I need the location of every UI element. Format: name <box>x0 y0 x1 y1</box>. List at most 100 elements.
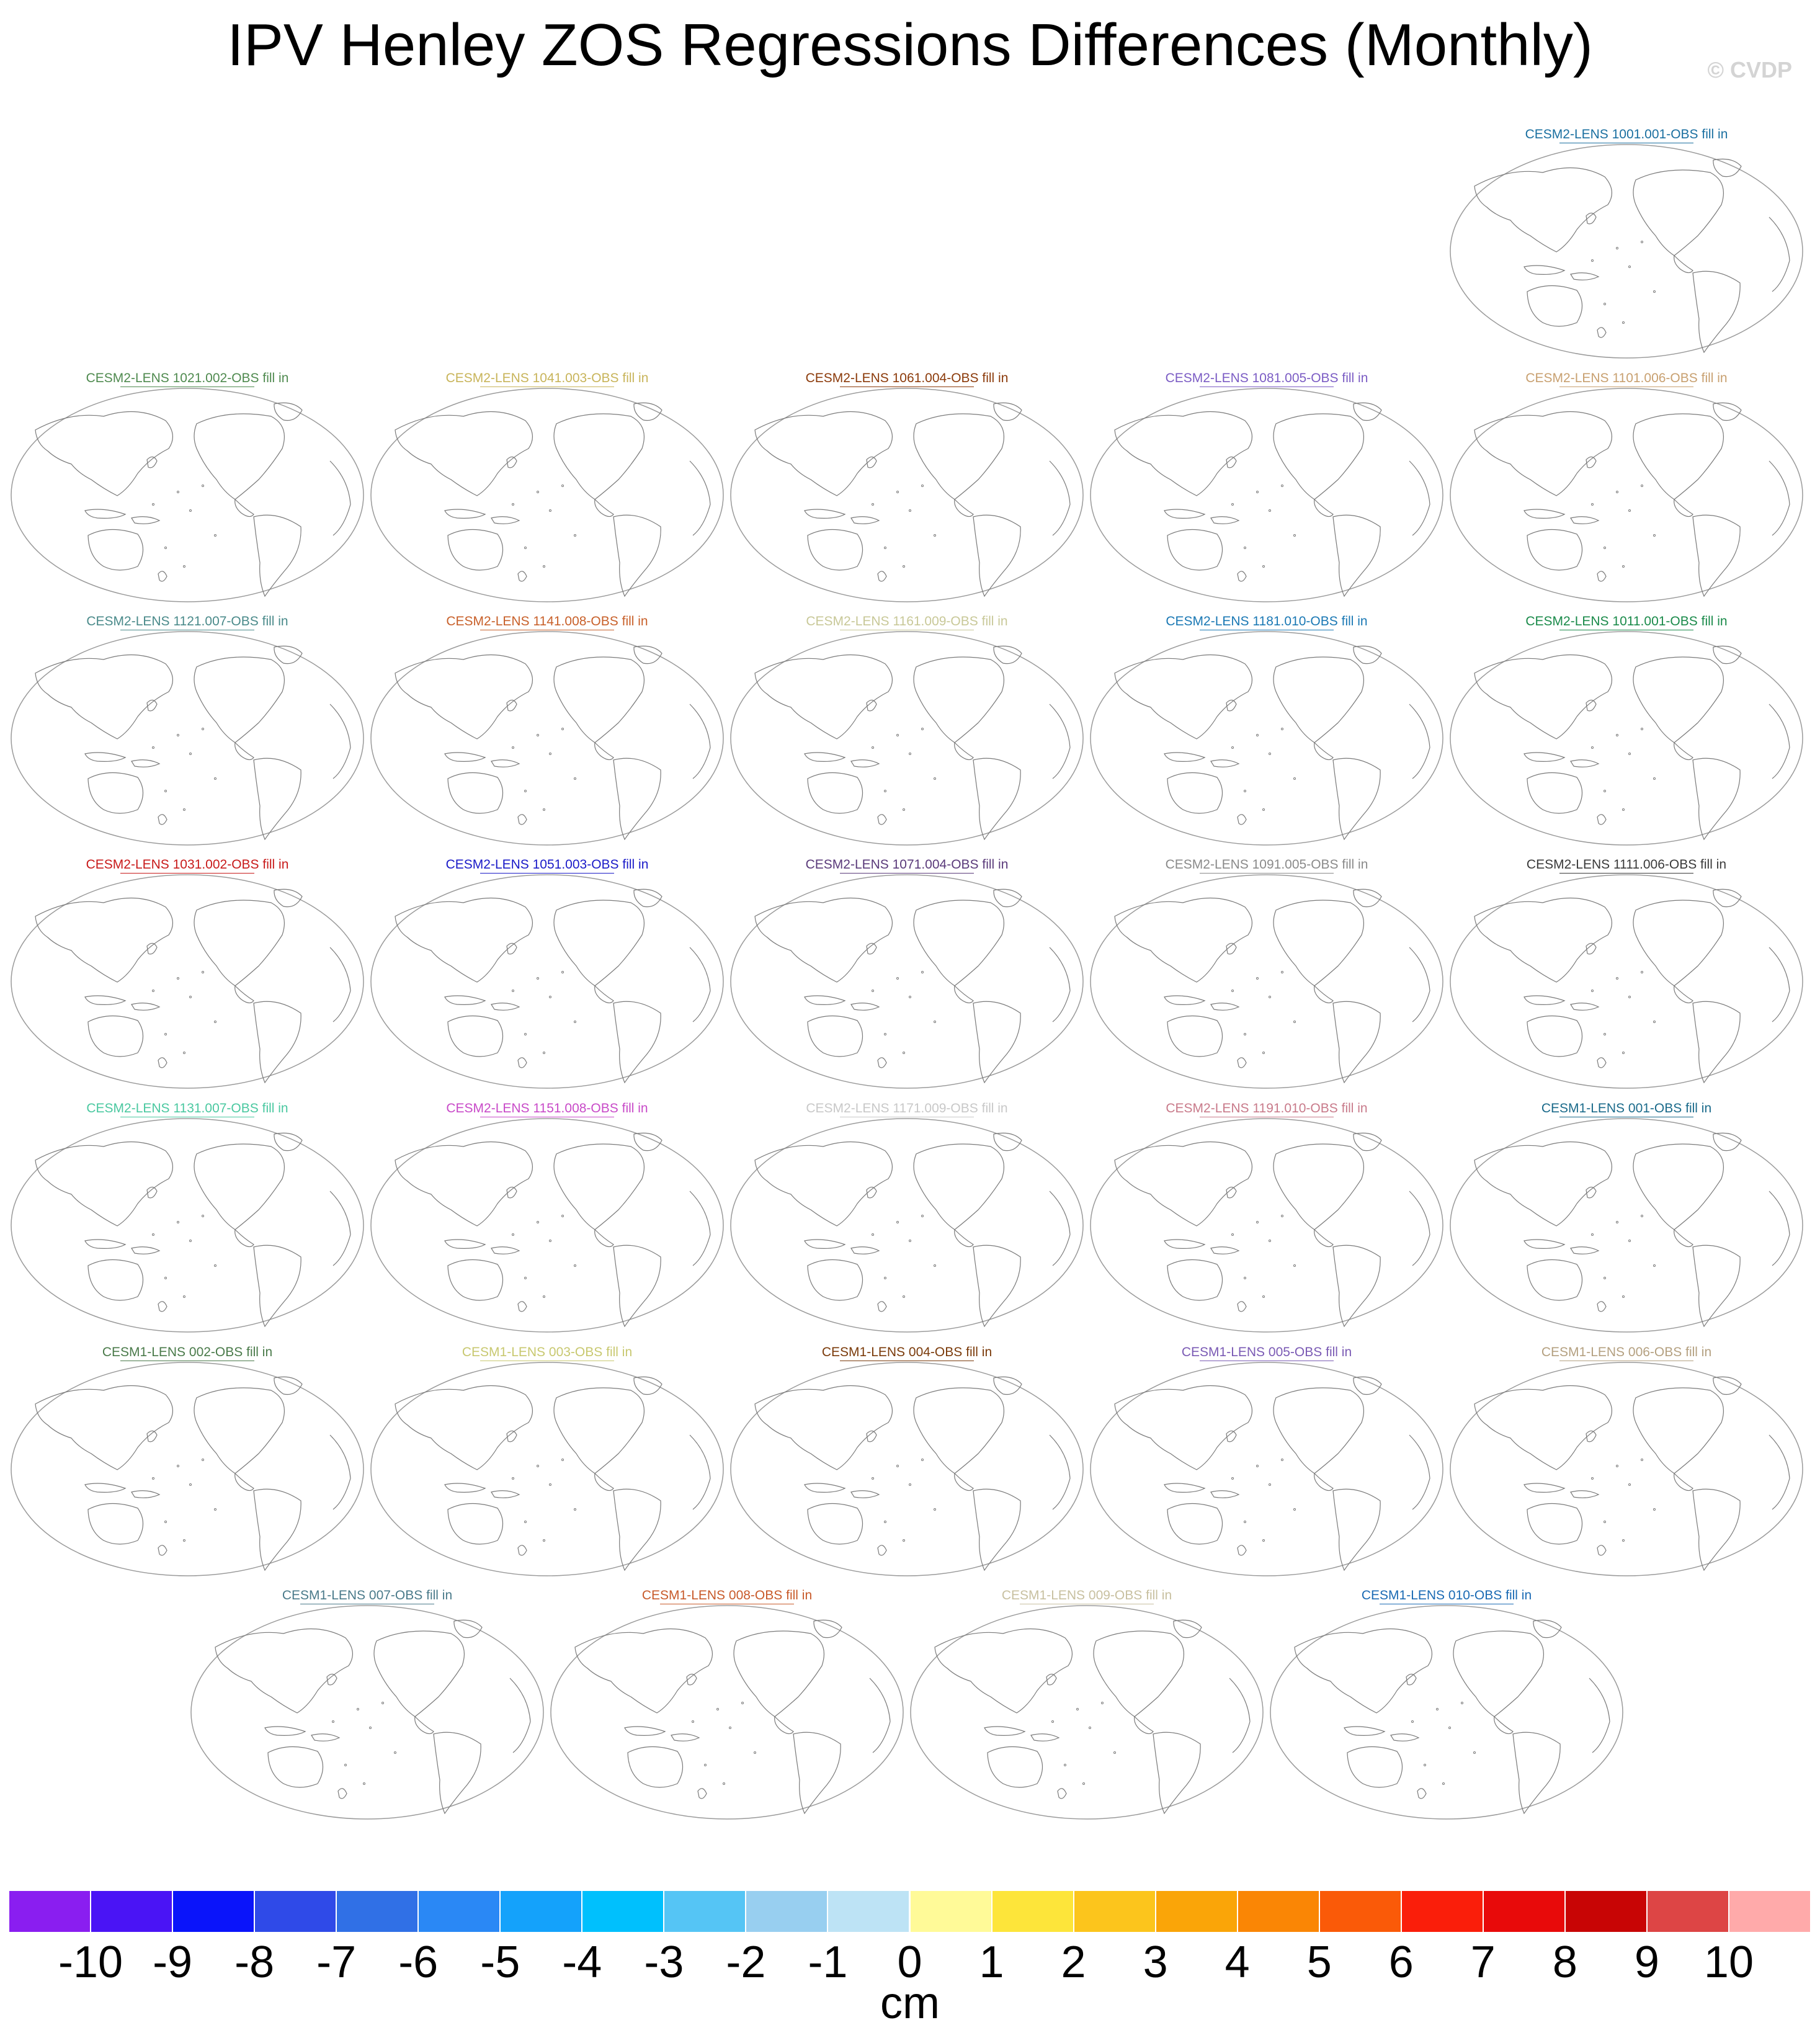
island <box>177 491 179 493</box>
coastline <box>1237 1545 1247 1556</box>
coastline <box>491 1490 520 1498</box>
map-panel: CESM2-LENS 1171.009-OBS fill in <box>728 1101 1086 1339</box>
panel-title: CESM2-LENS 1101.006-OBS fill in <box>1525 371 1728 385</box>
world-map <box>1090 874 1443 1089</box>
colorbar-box <box>254 1890 337 1933</box>
colorbar-box <box>1564 1890 1647 1933</box>
coastline <box>1049 704 1071 779</box>
watermark: © CVDP <box>1707 57 1792 83</box>
coastline <box>1049 947 1071 1022</box>
coastline <box>234 741 254 761</box>
panel-title-underline <box>840 873 974 874</box>
map-outline <box>730 874 1084 1089</box>
coastline <box>1769 947 1790 1022</box>
coastline <box>146 1186 158 1199</box>
coastline <box>373 1630 465 1717</box>
coastline <box>671 1733 700 1741</box>
map-panel: CESM1-LENS 008-OBS fill in <box>548 1588 906 1826</box>
coastline <box>274 402 303 421</box>
coastline <box>87 772 144 814</box>
island <box>1591 990 1594 992</box>
coastline <box>1273 900 1364 986</box>
map-panel: CESM2-LENS 1131.007-OBS fill in <box>9 1101 366 1339</box>
coastline <box>993 1132 1022 1151</box>
island <box>1622 808 1625 811</box>
coastline <box>1226 1430 1237 1442</box>
panel-title: CESM2-LENS 1161.009-OBS fill in <box>806 614 1008 628</box>
island <box>164 1521 167 1523</box>
world-map <box>1450 1118 1803 1333</box>
coastline <box>453 1619 483 1638</box>
island <box>214 1021 216 1023</box>
island <box>896 1465 899 1467</box>
coastline <box>329 704 351 779</box>
island <box>152 1477 154 1480</box>
island <box>574 1264 576 1267</box>
island <box>723 1782 725 1785</box>
island <box>884 547 886 549</box>
island <box>189 753 192 755</box>
map-outline <box>370 388 724 602</box>
island <box>1641 1459 1643 1461</box>
coastline <box>253 758 301 841</box>
coastline <box>553 413 645 500</box>
island <box>537 491 539 493</box>
island <box>1616 977 1618 980</box>
island <box>574 777 576 780</box>
coastline <box>87 1015 144 1057</box>
coastline <box>1226 942 1237 955</box>
coastline <box>87 1259 144 1301</box>
coastline <box>1769 460 1790 536</box>
coastline <box>1589 1678 1610 1753</box>
coastline <box>1527 285 1583 327</box>
island <box>561 1459 564 1461</box>
island <box>1604 1277 1606 1279</box>
island <box>1281 971 1283 973</box>
island <box>1256 1465 1259 1467</box>
coastline <box>973 758 1021 841</box>
coastline <box>1164 1483 1206 1493</box>
coastline <box>1713 1132 1742 1151</box>
coastline <box>491 1003 520 1011</box>
island <box>1653 777 1656 780</box>
coastline <box>35 411 173 496</box>
coastline <box>1586 1186 1597 1199</box>
coastline <box>274 1376 303 1395</box>
island <box>921 728 924 730</box>
coastline <box>1713 645 1742 664</box>
colorbar-box <box>827 1890 910 1933</box>
island <box>1424 1764 1426 1766</box>
coastline <box>491 516 520 524</box>
island <box>1256 977 1259 980</box>
coastline <box>1597 1301 1607 1312</box>
island <box>1436 1708 1439 1710</box>
panel-title: CESM2-LENS 1081.005-OBS fill in <box>1165 371 1368 385</box>
map-outline <box>11 1362 364 1576</box>
coastline <box>689 1191 711 1266</box>
coastline <box>1237 1301 1247 1312</box>
island <box>934 1508 936 1511</box>
island <box>164 790 167 792</box>
panel-title: CESM1-LENS 005-OBS fill in <box>1181 1345 1352 1359</box>
coastline <box>1164 995 1206 1005</box>
coastline <box>850 1246 880 1254</box>
coastline <box>395 897 533 983</box>
panel-title: CESM1-LENS 006-OBS fill in <box>1541 1345 1712 1359</box>
panel-title: CESM2-LENS 1131.007-OBS fill in <box>86 1101 288 1115</box>
coastline <box>633 645 662 664</box>
coastline <box>447 1259 504 1301</box>
coastline <box>1164 509 1206 519</box>
island <box>909 1240 911 1242</box>
island <box>357 1708 359 1710</box>
island <box>202 971 204 973</box>
coastline <box>1049 460 1071 536</box>
coastline <box>194 900 285 986</box>
panel-title: CESM2-LENS 1091.005-OBS fill in <box>1165 857 1368 872</box>
coastline <box>84 509 127 519</box>
island <box>903 1052 905 1054</box>
island <box>189 996 192 998</box>
map-outline <box>1090 874 1443 1089</box>
coastline <box>1057 1788 1067 1799</box>
coastline <box>1523 509 1566 519</box>
coastline <box>146 456 158 468</box>
